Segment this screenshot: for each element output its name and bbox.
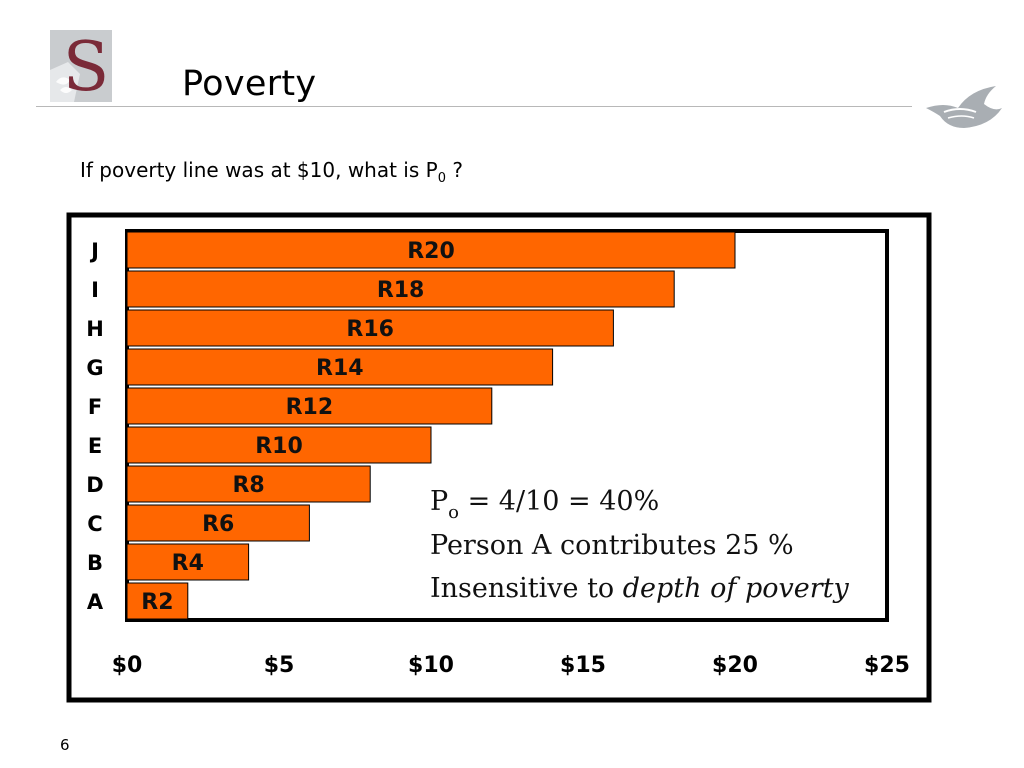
bar-label-a: R2 — [141, 590, 173, 615]
annotation-insensitive: Insensitive to depth of poverty — [430, 573, 849, 604]
slide-title: Poverty — [182, 64, 317, 104]
bar-f — [126, 387, 493, 425]
bar-label-b: R4 — [172, 551, 204, 576]
category-label-c: C — [87, 512, 102, 536]
title-divider — [36, 106, 912, 107]
bar-h — [126, 309, 614, 347]
x-tick-label-3: $15 — [560, 653, 606, 678]
bar-j — [126, 231, 736, 269]
university-logo: S — [50, 30, 112, 102]
bar-label-f: R12 — [286, 395, 334, 420]
bar-c — [126, 504, 310, 542]
question-end: ? — [445, 158, 463, 182]
category-label-f: F — [88, 395, 102, 419]
bar-label-g: R14 — [316, 356, 364, 381]
bird-swoosh-icon — [926, 86, 1002, 128]
logo-letter: S — [63, 30, 110, 102]
category-label-g: G — [86, 356, 103, 380]
bar-i — [126, 270, 675, 308]
bar-label-i: R18 — [377, 278, 425, 303]
bar-e — [126, 426, 432, 464]
bar-g — [126, 348, 554, 386]
bar-label-h: R16 — [346, 317, 394, 342]
bar-d — [126, 465, 371, 503]
bar-a — [126, 582, 189, 620]
page-number: 6 — [60, 736, 70, 754]
x-tick-label-1: $5 — [264, 653, 295, 678]
category-label-i: I — [91, 278, 99, 302]
category-label-h: H — [86, 317, 104, 341]
question-text: If poverty line was at $10, what is P0 ? — [80, 158, 463, 186]
bar-label-c: R6 — [202, 512, 234, 537]
category-label-a: A — [87, 590, 104, 614]
x-tick-label-4: $20 — [712, 653, 758, 678]
category-label-e: E — [88, 434, 102, 458]
question-subscript: 0 — [437, 171, 446, 186]
annotation-p0: Po = 4/10 = 40% — [430, 486, 659, 523]
x-tick-label-0: $0 — [112, 653, 143, 678]
question-main: If poverty line was at $10, what is P — [80, 158, 438, 182]
bar-b — [126, 543, 250, 581]
x-tick-label-5: $25 — [864, 653, 910, 678]
leaf-emblem — [56, 77, 72, 93]
category-label-b: B — [87, 551, 103, 575]
bar-label-e: R10 — [255, 434, 303, 459]
category-label-j: J — [89, 239, 99, 263]
bar-label-d: R8 — [232, 473, 264, 498]
annotation-person-a: Person A contributes 25 % — [430, 530, 794, 561]
x-tick-label-2: $10 — [408, 653, 454, 678]
category-label-d: D — [86, 473, 103, 497]
bar-label-j: R20 — [407, 239, 455, 264]
